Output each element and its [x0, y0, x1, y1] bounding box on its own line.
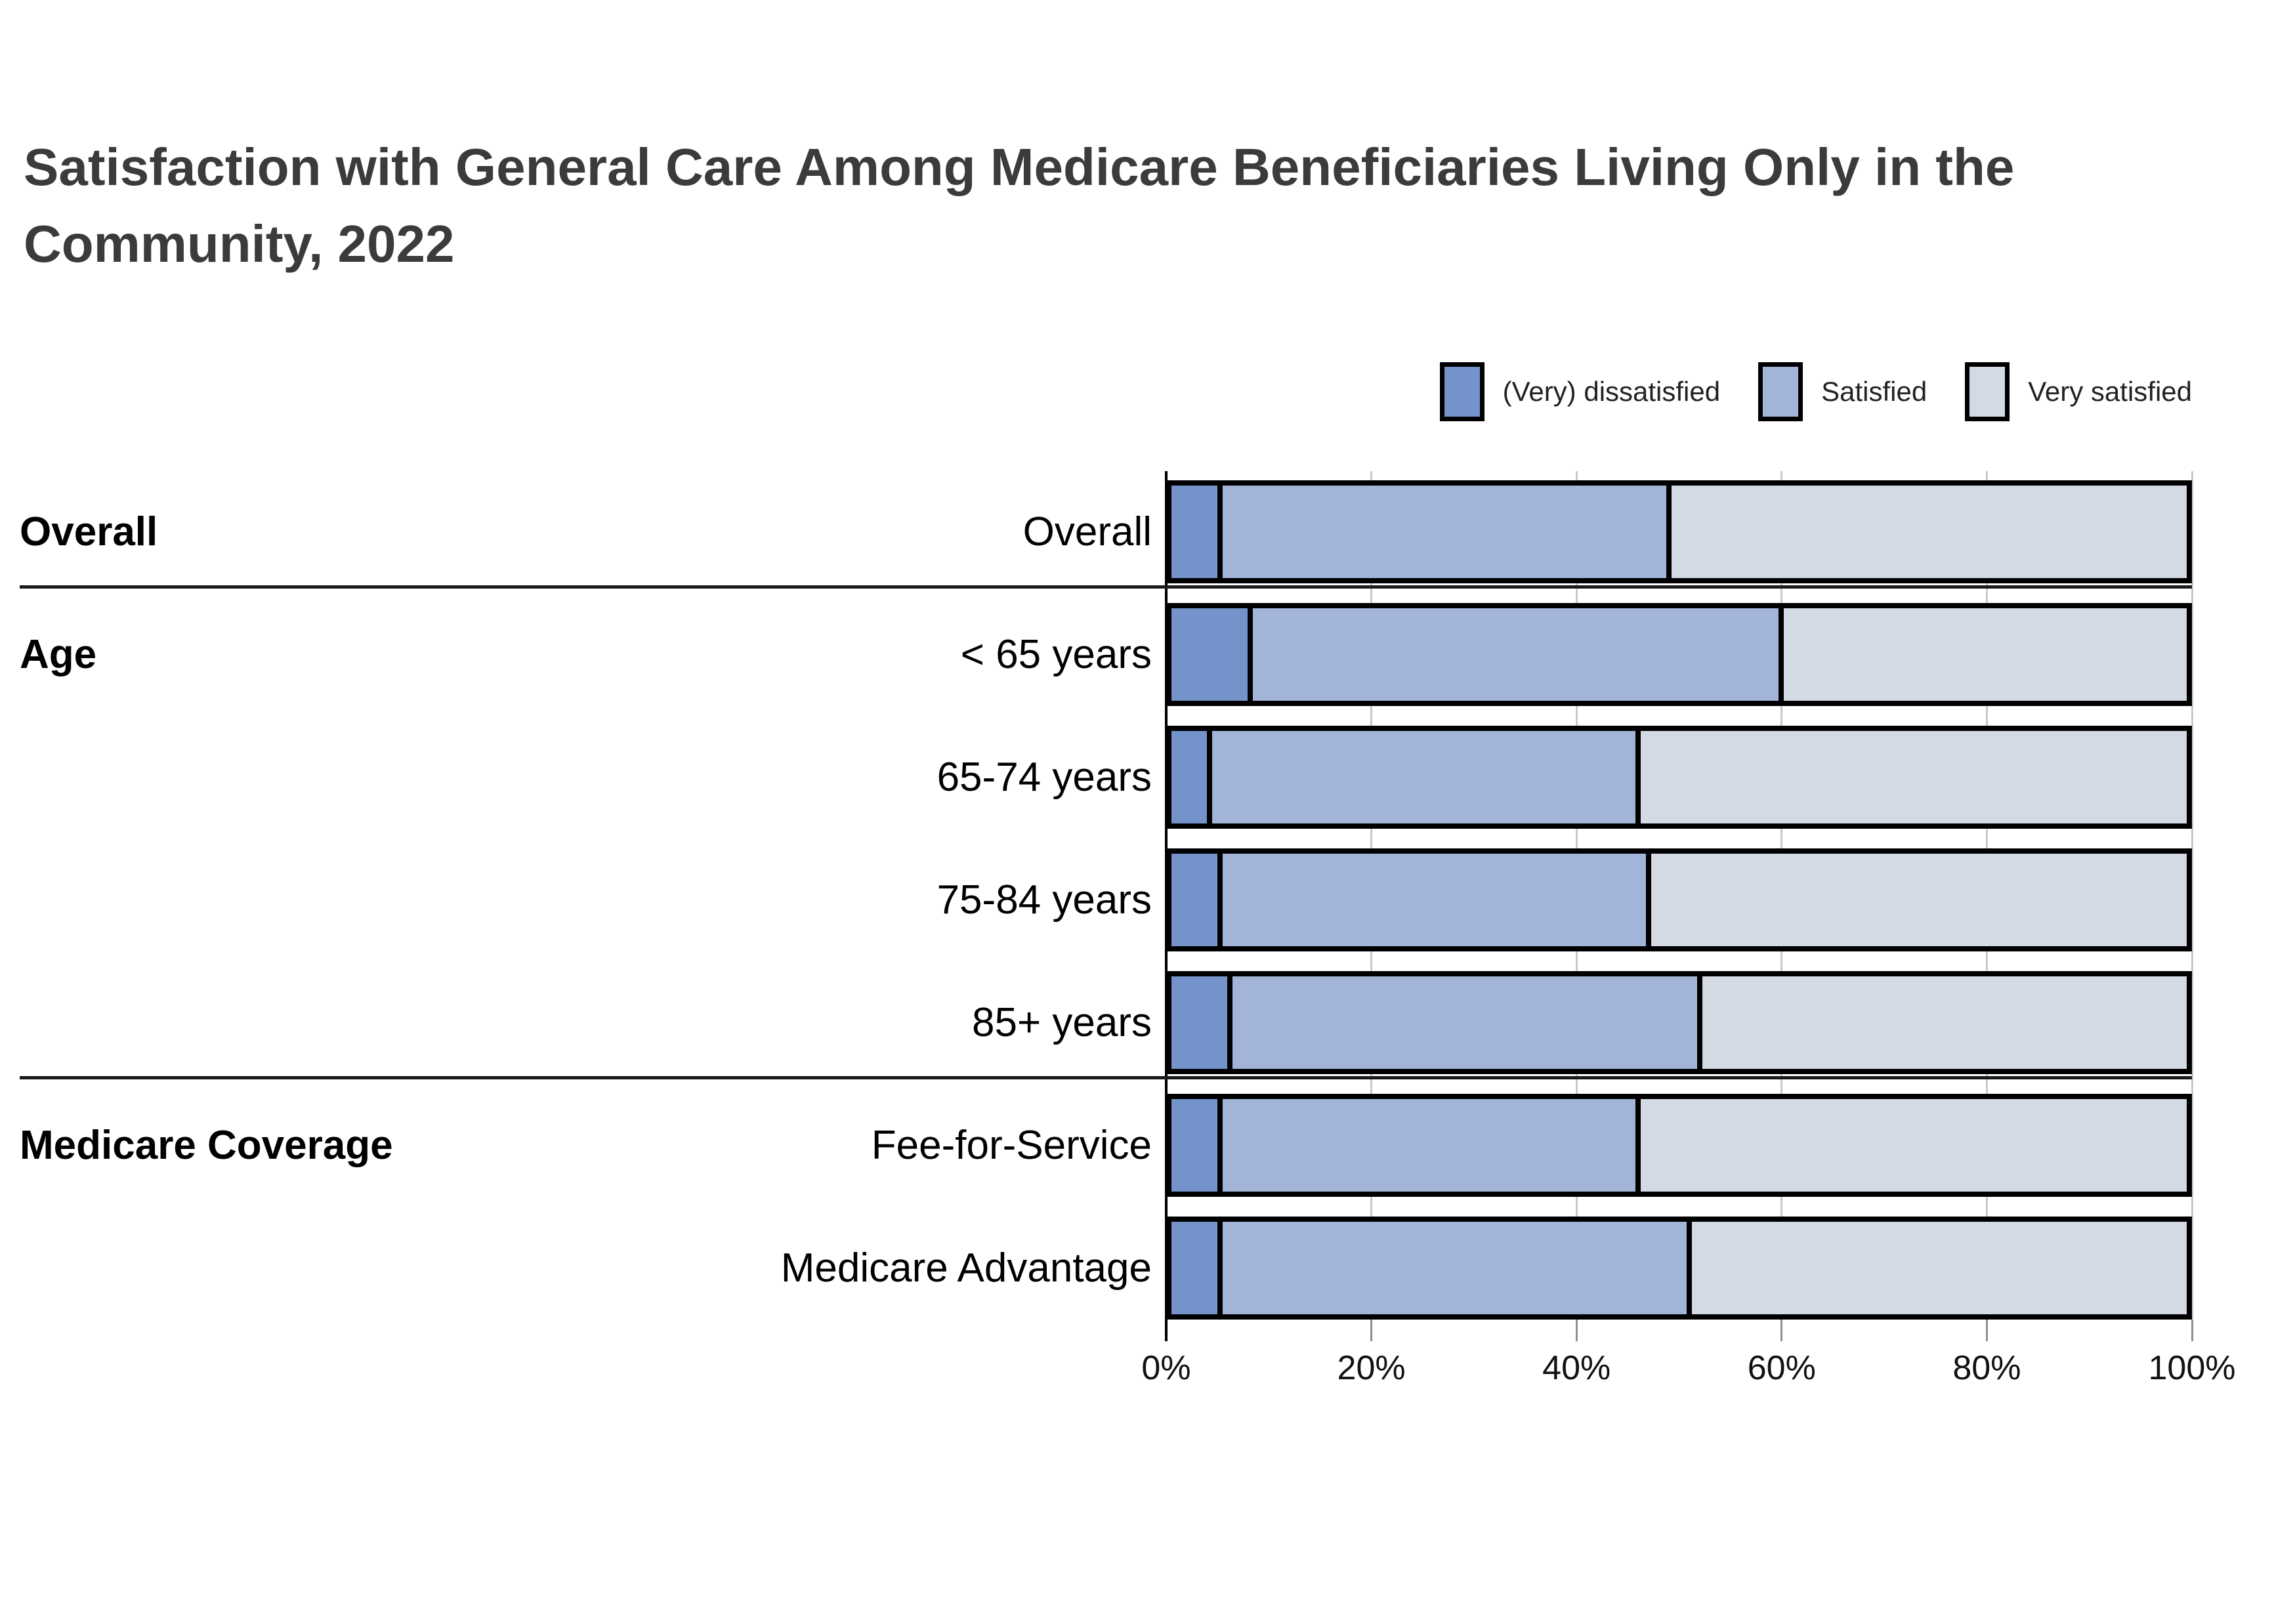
segment-very-satisfied [1699, 974, 2189, 1072]
segment-very-satisfied [1668, 483, 2189, 581]
row-label: Medicare Advantage [780, 1245, 1152, 1291]
segment--very-dissatisfied [1169, 974, 1231, 1072]
bar-row-85-years [1166, 971, 2192, 1074]
segment-satisfied [1250, 606, 1781, 703]
group-label-age: Age [20, 632, 97, 677]
legend-swatch-dissatisfied [1439, 362, 1484, 421]
x-tick-label: 20% [1337, 1349, 1406, 1387]
bar-row-75-84-years [1166, 848, 2192, 951]
segment-very-satisfied [1780, 606, 2189, 703]
segment--very-dissatisfied [1169, 728, 1210, 826]
group-label-medicare-coverage: Medicare Coverage [20, 1123, 393, 1168]
segment--very-dissatisfied [1169, 483, 1220, 581]
x-tick-label: 0% [1141, 1349, 1191, 1387]
bar-row-fee-for-service [1166, 1094, 2192, 1197]
segment-satisfied [1219, 851, 1649, 949]
bar-row-65-74-years [1166, 726, 2192, 829]
segment-very-satisfied [1648, 851, 2189, 949]
segment-satisfied [1210, 728, 1639, 826]
row-label: Overall [1022, 509, 1152, 554]
axis-tick-40% [1575, 1320, 1578, 1341]
axis-tick-80% [1985, 1320, 1988, 1341]
gridline-100% [2191, 471, 2193, 1320]
row-label: < 65 years [960, 632, 1152, 677]
legend-label: Very satisfied [2028, 376, 2192, 407]
axis-tick-20% [1370, 1320, 1373, 1341]
segment-very-satisfied [1638, 1096, 2189, 1194]
x-tick-label: 80% [1952, 1349, 2021, 1387]
group-separator [20, 585, 2192, 589]
x-tick-label: 100% [2148, 1349, 2236, 1387]
axis-tick-60% [1780, 1320, 1783, 1341]
legend-swatch-satisfied [1758, 362, 1803, 421]
segment-satisfied [1219, 1096, 1639, 1194]
legend-swatch-very-satisfied [1965, 362, 2010, 421]
segment--very-dissatisfied [1169, 1219, 1220, 1317]
x-tick-label: 60% [1747, 1349, 1816, 1387]
legend-item-satisfied: Satisfied [1758, 362, 1927, 421]
legend-label: Satisfied [1821, 376, 1927, 407]
row-label: 65-74 years [937, 755, 1152, 800]
segment--very-dissatisfied [1169, 851, 1220, 949]
group-label-overall: Overall [20, 509, 158, 554]
segment-very-satisfied [1689, 1219, 2189, 1317]
row-label: Fee-for-Service [871, 1123, 1152, 1168]
row-label: 85+ years [971, 1000, 1152, 1045]
bar-row--65-years [1166, 603, 2192, 706]
legend-item-dissatisfied: (Very) dissatisfied [1439, 362, 1721, 421]
segment-satisfied [1219, 483, 1669, 581]
group-separator [20, 1076, 2192, 1079]
segment--very-dissatisfied [1169, 606, 1251, 703]
legend: (Very) dissatisfied Satisfied Very satis… [1439, 362, 2192, 421]
bar-row-overall [1166, 480, 2192, 583]
axis-tick-100% [2191, 1320, 2193, 1341]
chart-title: Satisfaction with General Care Among Med… [24, 138, 2015, 273]
row-label: 75-84 years [937, 877, 1152, 923]
legend-label: (Very) dissatisfied [1502, 376, 1721, 407]
segment-satisfied [1230, 974, 1700, 1072]
segment--very-dissatisfied [1169, 1096, 1220, 1194]
x-tick-label: 40% [1542, 1349, 1611, 1387]
segment-satisfied [1219, 1219, 1690, 1317]
bar-row-medicare-advantage [1166, 1217, 2192, 1320]
legend-item-very-satisfied: Very satisfied [1965, 362, 2192, 421]
segment-very-satisfied [1638, 728, 2189, 826]
